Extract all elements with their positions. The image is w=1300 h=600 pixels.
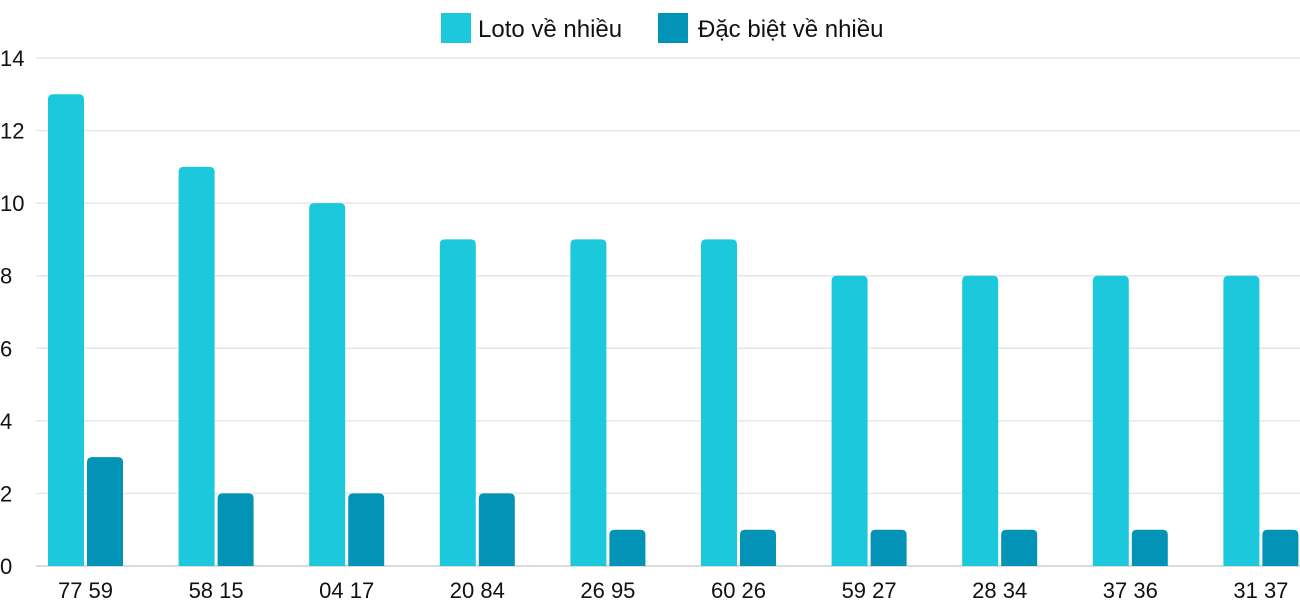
bar-dac-biet-8 — [1131, 529, 1168, 566]
bar-dac-biet-7 — [1001, 529, 1038, 566]
bar-loto-4 — [570, 239, 607, 566]
x-tick-label: 60 26 — [711, 578, 766, 600]
y-tick-label: 8 — [0, 264, 12, 289]
x-axis-ticks: 77 59 58 15 04 17 20 84 26 95 60 26 59 27 28 34… — [58, 578, 1288, 600]
x-tick-label: 04 17 — [319, 578, 374, 600]
x-tick-label: 59 27 — [842, 578, 897, 600]
x-tick-label: 37 36 — [1103, 578, 1158, 600]
y-tick-label: 14 — [0, 46, 24, 71]
bar-loto-7 — [962, 275, 999, 566]
x-tick-label: 58 15 — [189, 578, 244, 600]
x-tick-label: 28 34 — [972, 578, 1027, 600]
bar-loto-0 — [48, 94, 84, 567]
legend-label-loto: Loto về nhiều — [478, 16, 622, 43]
bar-dac-biet-3 — [478, 493, 515, 566]
y-tick-label: 2 — [0, 481, 12, 506]
bar-dac-biet-9 — [1262, 529, 1299, 566]
y-tick-label: 4 — [0, 409, 12, 434]
y-tick-label: 6 — [0, 336, 12, 361]
x-tick-label: 31 37 — [1233, 578, 1288, 600]
bar-loto-5 — [701, 239, 737, 566]
bar-dac-biet-5 — [740, 529, 776, 566]
y-tick-label: 12 — [0, 119, 24, 144]
bar-loto-6 — [831, 275, 868, 566]
bar-dac-biet-6 — [870, 529, 907, 566]
y-tick-label: 0 — [0, 554, 12, 579]
bar-loto-2 — [309, 203, 346, 566]
bar-dac-biet-1 — [217, 493, 254, 566]
y-tick-label: 10 — [0, 191, 24, 216]
bar-loto-1 — [178, 166, 215, 566]
x-tick-label: 26 95 — [580, 578, 635, 600]
bar-dac-biet-2 — [348, 493, 385, 566]
legend-label-dac-biet: Đặc biệt về nhiều — [698, 16, 883, 43]
bars — [48, 94, 1299, 567]
bar-loto-9 — [1223, 275, 1260, 566]
bar-loto-8 — [1092, 275, 1129, 566]
legend: Loto về nhiều Đặc biệt về nhiều — [441, 13, 883, 43]
bar-dac-biet-4 — [609, 529, 646, 566]
bar-loto-3 — [439, 239, 476, 566]
x-tick-label: 77 59 — [58, 578, 113, 600]
y-axis-ticks: 0 2 4 6 8 10 12 14 — [0, 46, 24, 579]
bar-dac-biet-0 — [87, 457, 123, 566]
legend-swatch-dac-biet — [658, 13, 688, 43]
legend-swatch-loto — [441, 13, 471, 43]
x-tick-label: 20 84 — [450, 578, 505, 600]
